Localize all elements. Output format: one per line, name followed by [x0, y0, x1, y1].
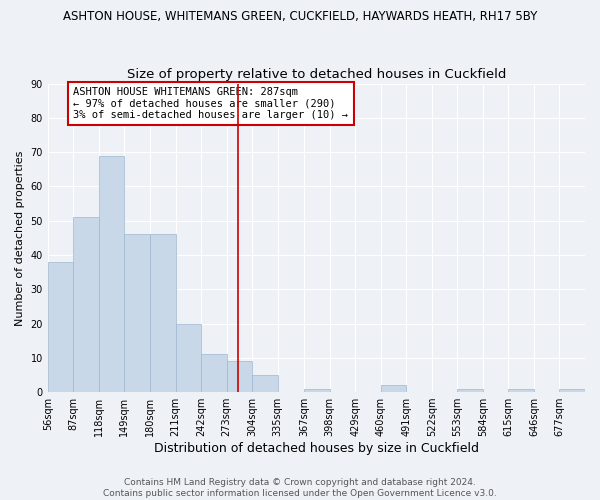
Bar [176, 324, 201, 392]
Y-axis label: Number of detached properties: Number of detached properties [15, 150, 25, 326]
X-axis label: Distribution of detached houses by size in Cuckfield: Distribution of detached houses by size … [154, 442, 479, 455]
Bar [304, 388, 329, 392]
Bar [124, 234, 150, 392]
Text: Contains HM Land Registry data © Crown copyright and database right 2024.
Contai: Contains HM Land Registry data © Crown c… [103, 478, 497, 498]
Bar [227, 361, 252, 392]
Bar [48, 262, 73, 392]
Text: ASHTON HOUSE, WHITEMANS GREEN, CUCKFIELD, HAYWARDS HEATH, RH17 5BY: ASHTON HOUSE, WHITEMANS GREEN, CUCKFIELD… [63, 10, 537, 23]
Bar [380, 385, 406, 392]
Text: ASHTON HOUSE WHITEMANS GREEN: 287sqm
← 97% of detached houses are smaller (290)
: ASHTON HOUSE WHITEMANS GREEN: 287sqm ← 9… [73, 87, 349, 120]
Bar [252, 375, 278, 392]
Bar [508, 388, 534, 392]
Bar [99, 156, 124, 392]
Title: Size of property relative to detached houses in Cuckfield: Size of property relative to detached ho… [127, 68, 506, 81]
Bar [150, 234, 176, 392]
Bar [559, 388, 585, 392]
Bar [201, 354, 227, 392]
Bar [73, 218, 99, 392]
Bar [457, 388, 483, 392]
